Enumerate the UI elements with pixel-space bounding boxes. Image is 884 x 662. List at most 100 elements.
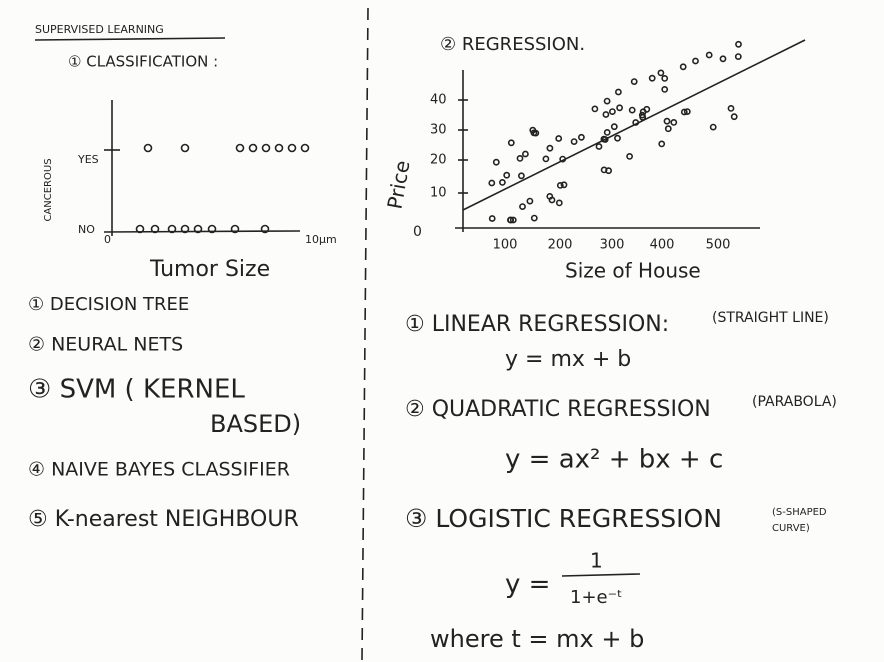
point xyxy=(661,86,669,93)
item-note: (PARABOLA) xyxy=(752,394,837,410)
point xyxy=(591,105,599,113)
list-item: ① DECISION TREE xyxy=(28,294,189,315)
list-item: BASED) xyxy=(210,410,301,438)
point xyxy=(235,143,245,153)
point xyxy=(546,144,554,152)
x-tick-label: 200 xyxy=(548,238,573,253)
point xyxy=(605,167,612,175)
point xyxy=(230,224,240,234)
point xyxy=(180,224,190,234)
point xyxy=(556,181,564,189)
point xyxy=(492,158,500,166)
heading-underline xyxy=(34,37,226,41)
point xyxy=(602,111,610,118)
point xyxy=(609,108,616,115)
point xyxy=(663,117,671,125)
y-tick-label: 20 xyxy=(430,153,447,168)
origin-label: 0 xyxy=(413,224,422,240)
point xyxy=(503,171,511,179)
heading: SUPERVISED LEARNING xyxy=(35,23,164,36)
point xyxy=(519,203,526,210)
formula-denominator: 1+e⁻ᵗ xyxy=(570,587,622,608)
section-title: ② REGRESSION. xyxy=(440,34,585,55)
point xyxy=(509,216,517,224)
point xyxy=(735,40,742,48)
y-tick-label: 40 xyxy=(430,93,447,108)
point xyxy=(507,139,515,147)
point xyxy=(632,119,640,126)
formula: y = mx + b xyxy=(505,347,631,372)
point xyxy=(616,104,623,112)
x-end-label: 10µm xyxy=(305,233,337,246)
point xyxy=(193,224,203,234)
point xyxy=(657,69,665,77)
list-item: ③ SVM ( KERNEL xyxy=(28,375,245,405)
fraction-bar xyxy=(561,573,641,577)
point xyxy=(135,224,145,234)
point xyxy=(287,143,297,153)
x-axis xyxy=(103,230,301,233)
point xyxy=(727,105,735,112)
regression-points xyxy=(488,40,742,224)
point xyxy=(526,197,534,205)
point xyxy=(679,63,687,71)
item-title: ① LINEAR REGRESSION: xyxy=(405,312,669,337)
point xyxy=(643,105,651,113)
item-title: ③ LOGISTIC REGRESSION xyxy=(405,504,722,533)
point xyxy=(578,133,585,141)
point xyxy=(709,123,717,131)
section-title: ① CLASSIFICATION : xyxy=(68,53,218,71)
point xyxy=(658,140,666,148)
point xyxy=(260,224,270,234)
point xyxy=(734,53,742,60)
point xyxy=(610,123,618,131)
point xyxy=(664,125,672,133)
point xyxy=(628,106,636,114)
y-axis-label: CANCEROUS xyxy=(43,158,54,221)
formula-numerator: 1 xyxy=(590,549,603,573)
point xyxy=(143,143,153,153)
point xyxy=(207,224,217,234)
point xyxy=(530,214,538,222)
point xyxy=(488,179,496,187)
point xyxy=(542,155,550,163)
item-note: (S-SHAPED xyxy=(772,507,827,518)
footer-formula: where t = mx + b xyxy=(430,625,644,653)
point xyxy=(488,215,496,222)
point xyxy=(719,55,727,63)
point xyxy=(570,138,578,145)
point xyxy=(248,143,258,153)
x-tick-label: 300 xyxy=(600,238,625,253)
point xyxy=(167,224,177,234)
item-title: ② QUADRATIC REGRESSION xyxy=(405,397,711,422)
x-tick-label: 400 xyxy=(650,238,675,253)
point xyxy=(180,143,190,153)
y-tick-label: NO xyxy=(78,223,95,236)
point xyxy=(683,108,691,115)
point xyxy=(560,181,568,189)
formula: y = ax² + bx + c xyxy=(505,445,723,475)
y-tick-label: 10 xyxy=(430,186,447,201)
point xyxy=(730,113,738,121)
point xyxy=(614,134,621,142)
list-item: ④ NAIVE BAYES CLASSIFIER xyxy=(28,459,290,481)
list-item: ② NEURAL NETS xyxy=(28,334,183,356)
item-note: CURVE) xyxy=(772,523,810,534)
point xyxy=(516,154,524,162)
point xyxy=(680,108,688,116)
point xyxy=(692,57,699,65)
y-tick-label: YES xyxy=(77,153,99,166)
point xyxy=(274,143,284,153)
regression-ticks: 10 20 30 40 100 200 300 400 500 xyxy=(430,93,730,253)
point xyxy=(555,199,563,207)
point xyxy=(603,128,611,136)
point xyxy=(600,135,608,143)
x-axis-label: Size of House xyxy=(565,259,701,283)
point xyxy=(603,97,611,105)
formula-lhs: y = xyxy=(505,570,550,600)
point xyxy=(626,152,633,160)
point xyxy=(507,216,515,224)
y-tick-label: 30 xyxy=(430,123,447,138)
